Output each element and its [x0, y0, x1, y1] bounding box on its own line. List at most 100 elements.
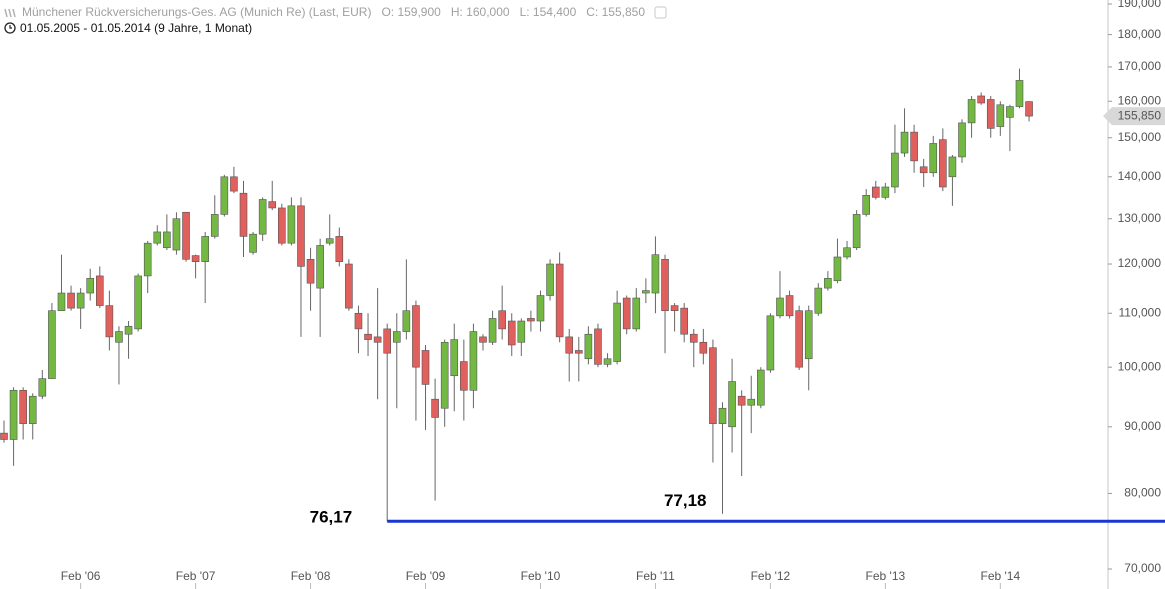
candle-body — [364, 333, 372, 340]
ohlc-value: H: 160,000 — [451, 5, 510, 19]
last-price-label: 155,850 — [1118, 108, 1162, 122]
candle — [1025, 101, 1033, 122]
candle-body — [737, 395, 746, 406]
candle — [287, 197, 296, 246]
candle-body — [278, 207, 286, 244]
candle — [709, 339, 717, 463]
candle-body — [498, 310, 506, 330]
candle — [958, 119, 966, 163]
candle-body — [939, 139, 947, 188]
candle-body — [383, 328, 392, 354]
candle-body — [929, 143, 938, 174]
last-price-tag — [1103, 107, 1165, 126]
candle-body — [76, 292, 85, 309]
candle-body — [163, 231, 171, 249]
x-tick-label: Feb '12 — [751, 569, 791, 583]
candle — [86, 268, 95, 301]
candle-body — [249, 233, 257, 253]
candle-body — [546, 263, 554, 296]
candle-body — [689, 333, 698, 343]
candle-body — [728, 381, 736, 428]
candle-body — [86, 278, 95, 294]
candle-body — [258, 199, 267, 235]
candle — [105, 290, 114, 351]
y-tick-label: 160,000 — [1118, 93, 1162, 107]
candle — [507, 313, 516, 356]
candle-body — [900, 131, 909, 154]
y-tick-label: 70,000 — [1124, 561, 1161, 575]
candle — [172, 212, 181, 255]
candle — [316, 238, 324, 337]
y-tick-label: 190,000 — [1118, 0, 1162, 10]
candle — [143, 240, 152, 294]
logo-icon — [4, 8, 16, 18]
candle — [57, 254, 66, 311]
candle-body — [565, 336, 574, 354]
candle — [527, 310, 535, 332]
candle — [19, 387, 27, 440]
y-tick-label: 110,000 — [1119, 305, 1162, 319]
candle — [776, 271, 784, 319]
candle — [613, 290, 621, 365]
candle — [536, 290, 545, 332]
x-tick-label: Feb '11 — [636, 569, 675, 583]
candle-body — [335, 236, 344, 262]
candle-body — [191, 255, 200, 262]
candle-body — [843, 247, 851, 258]
candle-body — [153, 231, 162, 244]
candle — [163, 214, 171, 251]
date-range: 01.05.2005 - 01.05.2014 (9 Jahre, 1 Mona… — [20, 21, 252, 35]
candle-body — [239, 192, 248, 237]
candle-body — [373, 336, 382, 343]
candle-body — [0, 432, 8, 440]
candle — [555, 252, 564, 343]
candle-body — [1025, 101, 1033, 117]
candle-body — [1006, 106, 1014, 118]
candle — [737, 390, 746, 477]
x-tick-label: Feb '10 — [521, 569, 561, 583]
candle-body — [450, 339, 459, 377]
candle — [1015, 68, 1024, 109]
candle — [871, 180, 880, 200]
candle-body — [392, 331, 401, 343]
candle — [948, 154, 957, 206]
candle-body — [757, 369, 765, 406]
candle-body — [670, 305, 679, 311]
candle-body — [766, 315, 775, 371]
candle — [383, 323, 392, 522]
candle — [785, 290, 794, 319]
candle-body — [345, 263, 353, 309]
candle — [1006, 104, 1014, 152]
candle — [220, 174, 229, 217]
candle — [967, 95, 976, 138]
candle-body — [230, 176, 238, 192]
candle-body — [958, 122, 966, 158]
candle-body — [632, 297, 641, 330]
candle-body — [182, 211, 190, 260]
candle-body — [325, 238, 334, 244]
candle-body — [488, 318, 497, 343]
candle-body — [747, 398, 756, 406]
candle-body — [661, 259, 669, 311]
candle-body — [613, 302, 621, 362]
ohlc-value: C: 155,850 — [586, 5, 645, 19]
candle — [9, 387, 18, 466]
candle-body — [594, 328, 602, 365]
candle — [689, 328, 698, 368]
candle-body — [96, 275, 104, 306]
candle — [814, 283, 823, 316]
candle-body — [574, 350, 583, 354]
candle-body — [517, 320, 526, 343]
candle-body — [402, 310, 411, 332]
x-tick-label: Feb '07 — [176, 569, 216, 583]
candle-body — [824, 278, 832, 289]
y-tick-label: 100,000 — [1118, 359, 1162, 373]
candle — [996, 101, 1005, 136]
x-tick-label: Feb '08 — [291, 569, 331, 583]
candle-body — [881, 186, 890, 198]
candle-body — [479, 336, 487, 343]
ohlc-value: O: 159,900 — [381, 5, 441, 19]
candle — [670, 303, 679, 332]
candle — [258, 197, 267, 241]
candle — [249, 231, 257, 255]
